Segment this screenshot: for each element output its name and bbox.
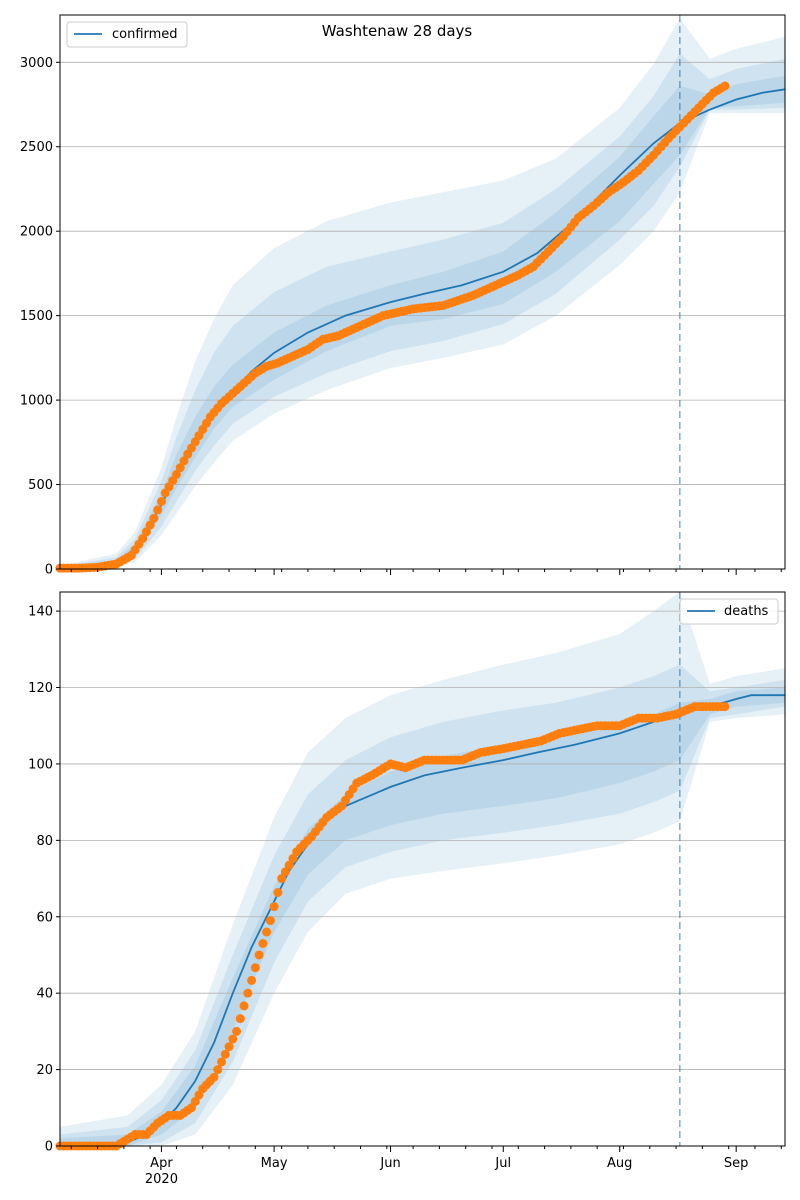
confirmed-legend: confirmed bbox=[66, 21, 188, 48]
confirmed-chart-panel: 0 500 1000 1500 2000 2500 3000 Washtenaw 28 da… bbox=[20, 14, 786, 578]
deaths-observed-point bbox=[262, 927, 272, 937]
confirmed-ytick-label: 0 bbox=[45, 563, 53, 578]
deaths-observed-point bbox=[220, 1049, 230, 1059]
confirmed-observed-point bbox=[171, 469, 181, 479]
deaths-observed-point bbox=[228, 1034, 238, 1044]
deaths-axes-frame bbox=[59, 591, 786, 1147]
deaths-xtick-label: May bbox=[261, 1156, 288, 1171]
deaths-observed-point bbox=[258, 939, 268, 949]
deaths-xtick-label: Aug bbox=[607, 1156, 632, 1171]
deaths-legend-box bbox=[679, 598, 779, 625]
deaths-ytick-label: 140 bbox=[28, 605, 53, 620]
confirmed-ytick-label: 2000 bbox=[20, 225, 53, 240]
deaths-observed-point bbox=[265, 916, 275, 926]
deaths-observed-point bbox=[247, 975, 257, 985]
confirmed-x-ticks bbox=[70, 569, 782, 575]
deaths-uncertainty-bands bbox=[60, 592, 785, 1146]
confirmed-y-ticks: 0 500 1000 1500 2000 2500 3000 bbox=[20, 56, 60, 578]
deaths-ytick-label: 60 bbox=[36, 910, 53, 925]
confirmed-observed-point bbox=[179, 456, 189, 466]
deaths-band-2 bbox=[60, 687, 785, 1146]
deaths-observed-point bbox=[720, 702, 730, 712]
deaths-observed-point bbox=[243, 988, 253, 998]
deaths-observed-point bbox=[277, 874, 287, 884]
confirmed-observed-point bbox=[149, 513, 159, 523]
deaths-observed-point bbox=[217, 1057, 227, 1067]
confirmed-ytick-label: 1000 bbox=[20, 394, 53, 409]
confirmed-observed-point bbox=[156, 496, 166, 506]
deaths-observed-point bbox=[273, 888, 283, 898]
confirmed-ytick-label: 1500 bbox=[20, 309, 53, 324]
deaths-observed-point bbox=[235, 1014, 245, 1024]
confirmed-observed-point bbox=[138, 534, 148, 544]
confirmed-ytick-label: 2500 bbox=[20, 140, 53, 155]
deaths-observed-point bbox=[254, 950, 264, 960]
deaths-observed-point bbox=[213, 1065, 223, 1075]
deaths-observed-point bbox=[239, 1001, 249, 1011]
deaths-band-1 bbox=[60, 664, 785, 1146]
deaths-observed-point bbox=[224, 1042, 234, 1052]
confirmed-observed-point bbox=[141, 527, 151, 537]
confirmed-axes-frame bbox=[59, 14, 786, 570]
confirmed-legend-label: confirmed bbox=[112, 27, 178, 42]
deaths-legend: deaths bbox=[679, 598, 779, 625]
deaths-ytick-label: 80 bbox=[36, 834, 53, 849]
confirmed-legend-box bbox=[66, 21, 188, 48]
deaths-observed-point bbox=[209, 1072, 219, 1082]
deaths-observed-point bbox=[269, 902, 279, 912]
confirmed-ytick-label: 3000 bbox=[20, 56, 53, 71]
deaths-observed-point bbox=[284, 860, 294, 870]
deaths-ytick-label: 0 bbox=[45, 1140, 53, 1155]
deaths-xtick-label: Apr bbox=[150, 1156, 173, 1171]
deaths-xtick-label: Jun bbox=[379, 1156, 400, 1171]
deaths-observed-point bbox=[280, 867, 290, 877]
confirmed-ytick-label: 500 bbox=[28, 478, 53, 493]
deaths-y-ticks: 0 20 40 60 80 100 120 140 bbox=[28, 605, 60, 1155]
deaths-xtick-label: Jul bbox=[494, 1156, 511, 1171]
confirmed-observed-points bbox=[55, 81, 730, 573]
deaths-observed-point bbox=[232, 1026, 242, 1036]
deaths-ytick-label: 40 bbox=[36, 987, 53, 1002]
deaths-observed-point bbox=[250, 963, 260, 973]
deaths-ytick-label: 120 bbox=[28, 681, 53, 696]
confirmed-observed-point bbox=[153, 505, 163, 515]
deaths-ytick-label: 100 bbox=[28, 757, 53, 772]
deaths-legend-label: deaths bbox=[724, 604, 769, 619]
deaths-xtick-year-label: 2020 bbox=[145, 1172, 178, 1187]
deaths-ytick-label: 20 bbox=[36, 1063, 53, 1078]
confirmed-observed-point bbox=[145, 520, 155, 530]
deaths-xtick-label: Sep bbox=[724, 1156, 749, 1171]
chart-title: Washtenaw 28 days bbox=[322, 22, 473, 40]
confirmed-observed-point bbox=[720, 81, 730, 91]
deaths-observed-point bbox=[288, 853, 298, 863]
confirmed-observed-point bbox=[175, 463, 185, 473]
